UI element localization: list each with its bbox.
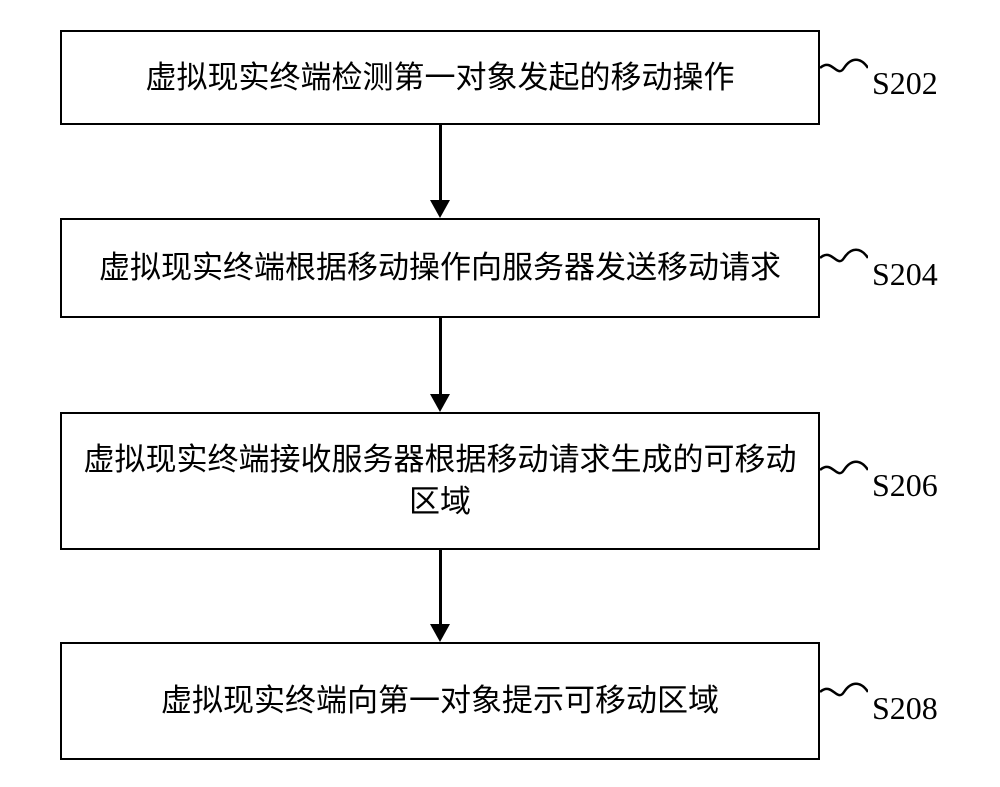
- flow-step-text: 虚拟现实终端检测第一对象发起的移动操作: [72, 57, 808, 99]
- flow-step-s208: 虚拟现实终端向第一对象提示可移动区域: [60, 642, 820, 760]
- connector-curve: [820, 677, 868, 707]
- flow-step-text: 虚拟现实终端根据移动操作向服务器发送移动请求: [72, 247, 808, 289]
- step-label-s204: S204: [872, 256, 938, 293]
- flow-step-s206: 虚拟现实终端接收服务器根据移动请求生成的可移动区域: [60, 412, 820, 550]
- flow-step-text: 虚拟现实终端接收服务器根据移动请求生成的可移动区域: [72, 439, 808, 523]
- arrow-line: [439, 125, 442, 200]
- connector-curve: [820, 243, 868, 273]
- flowchart-canvas: 虚拟现实终端检测第一对象发起的移动操作 S202 虚拟现实终端根据移动操作向服务器发…: [0, 0, 1000, 787]
- connector-curve: [820, 53, 868, 83]
- arrow-head-icon: [430, 200, 450, 218]
- step-label-s208: S208: [872, 690, 938, 727]
- arrow-head-icon: [430, 394, 450, 412]
- flow-step-text: 虚拟现实终端向第一对象提示可移动区域: [72, 680, 808, 722]
- connector-curve: [820, 455, 868, 485]
- step-label-s202: S202: [872, 65, 938, 102]
- flow-step-s202: 虚拟现实终端检测第一对象发起的移动操作: [60, 30, 820, 125]
- arrow-line: [439, 318, 442, 394]
- arrow-head-icon: [430, 624, 450, 642]
- flow-step-s204: 虚拟现实终端根据移动操作向服务器发送移动请求: [60, 218, 820, 318]
- arrow-line: [439, 550, 442, 624]
- step-label-s206: S206: [872, 467, 938, 504]
